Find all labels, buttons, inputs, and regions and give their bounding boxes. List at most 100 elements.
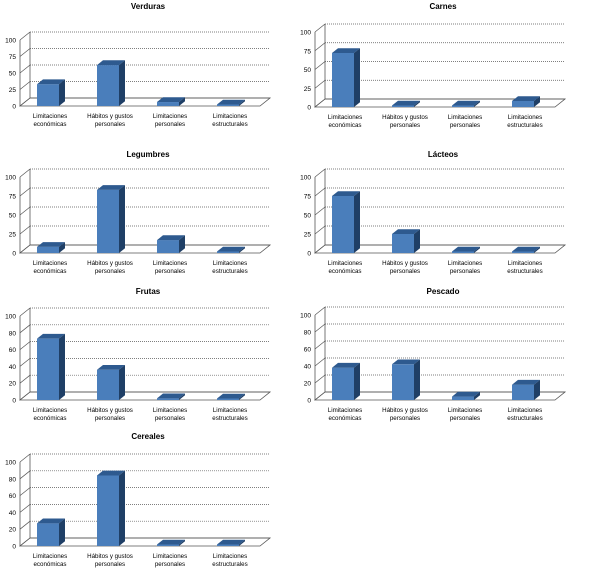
category-label: Hábitos y gustos personales [382,407,428,422]
y-tick-label: 75 [9,54,17,61]
gridline-side [314,225,326,235]
chart-title: Cereales [131,432,165,441]
bar [157,539,185,546]
chart-4: Frutas 0 20 40 60 80 100 Limitaciones económicas… [5,287,272,422]
bar [217,393,245,400]
y-tick-label: 20 [304,381,312,388]
bar-front [392,234,414,253]
y-tick-label: 0 [307,105,311,112]
category-label: Limitaciones personales [153,407,187,422]
bar-top [217,246,245,252]
gridline-side [19,374,31,384]
bar-top [157,97,185,103]
chart-title: Legumbres [126,150,170,159]
bar-side [474,246,480,253]
y-tick-label: 100 [5,175,16,182]
chart-title: Carnes [429,2,457,11]
bar-top [332,191,360,196]
floor [313,244,567,254]
y-tick-label: 40 [9,364,17,371]
category-label: Limitaciones personales [448,114,482,129]
category-label: Limitaciones estructurales [507,114,542,129]
chart-title: Verduras [131,2,166,11]
bar-front [97,475,119,546]
category-label: Limitaciones económicas [328,260,362,275]
bar [512,96,540,107]
bar-front [332,53,354,107]
bar-side [119,185,125,253]
bar [97,364,125,400]
bar [452,246,480,253]
bar [37,333,65,400]
bar-side [59,518,65,546]
bar-top [452,246,480,252]
y-tick-label: 100 [300,313,311,320]
bar-top [217,539,245,545]
bar-top [217,393,245,399]
y-tick-label: 50 [9,213,17,220]
bar-side [534,246,540,253]
floor [313,98,567,108]
floor [18,537,272,547]
y-tick-label: 80 [9,330,17,337]
gridline-side [19,324,31,334]
category-label: Limitaciones estructurales [212,113,247,128]
category-label: Limitaciones económicas [33,113,67,128]
bar-top [332,362,360,368]
category-label: Limitaciones económicas [33,553,67,568]
gridline-side [314,79,326,89]
bar-front [217,544,239,546]
gridline-side [19,341,31,350]
bar-top [512,379,540,385]
category-label: Limitaciones estructurales [507,407,542,422]
bar-front [157,240,179,253]
bar-top [392,100,420,106]
bar-side [179,97,185,106]
bar-front [512,251,534,253]
y-tick-label: 100 [5,460,16,467]
gridline-side [314,323,326,333]
y-tick-label: 20 [9,527,17,534]
category-label: Limitaciones personales [448,260,482,275]
bar-side [59,242,65,253]
bar-top [452,391,480,397]
category-label: Limitaciones personales [153,113,187,128]
bar-front [392,364,414,400]
gridline-side [314,61,326,70]
bar-top [157,235,185,241]
category-label: Limitaciones personales [153,260,187,275]
bar-side [474,391,480,400]
gridline-side [19,470,31,480]
gridline-side [314,206,326,216]
bar-front [217,251,239,253]
bar-top [97,185,125,190]
bar-side [179,235,185,253]
category-label: Limitaciones personales [153,553,187,568]
bar [97,185,125,253]
chart-5: Pescado 0 20 40 60 80 100 Limitaciones económica… [300,287,567,422]
bar [217,539,245,546]
bar-front [392,105,414,107]
y-tick-label: 50 [9,71,17,78]
y-tick-label: 25 [9,232,17,239]
floor [18,97,272,107]
category-label: Limitaciones estructurales [212,407,247,422]
bar [157,393,185,400]
bar-top [217,99,245,105]
bar-side [534,379,540,400]
bar [37,79,65,106]
bar-top [332,48,360,53]
bar-front [37,523,59,546]
bar-side [239,246,245,253]
y-tick-label: 50 [304,67,312,74]
bar-front [157,398,179,400]
bar-side [239,99,245,106]
bar-side [414,229,420,253]
y-tick-label: 25 [9,87,17,94]
bar [97,470,125,546]
bar-side [354,48,360,107]
bar-front [97,65,119,106]
bar-front [37,338,59,400]
gridline-side [314,374,326,384]
bar [97,60,125,106]
